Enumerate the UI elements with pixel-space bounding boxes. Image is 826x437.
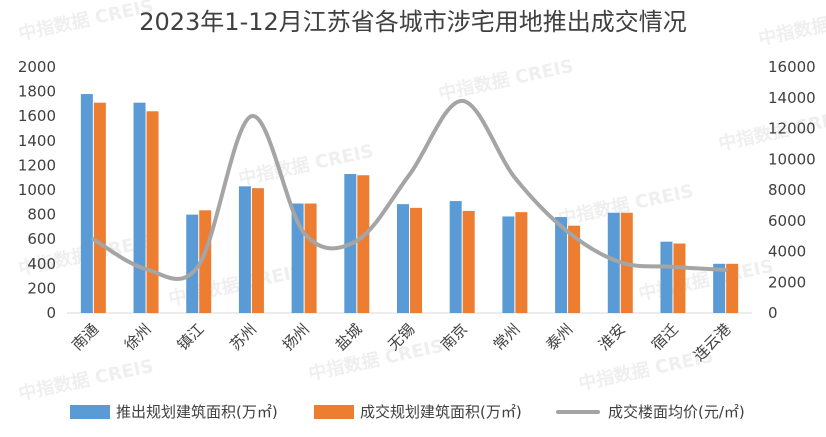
y-left-tick-label: 1600 xyxy=(18,107,56,125)
bar-transacted xyxy=(515,212,528,313)
y-left-tick-label: 200 xyxy=(27,279,56,297)
y-right-tick-label: 16000 xyxy=(768,58,816,76)
watermark-text: 中指数据 CREIS xyxy=(16,355,155,405)
x-category-label: 扬州 xyxy=(279,320,313,354)
bar-transacted xyxy=(673,243,686,313)
legend-swatch-transacted xyxy=(314,405,354,419)
bar-launched xyxy=(186,214,199,313)
bar-layer xyxy=(80,94,739,313)
y-left-tick-label: 1800 xyxy=(18,83,56,101)
line-layer xyxy=(91,98,728,281)
legend: 推出规划建筑面积(万㎡) 成交规划建筑面积(万㎡) 成交楼面均价(元/㎡) xyxy=(70,403,745,421)
bar-transacted xyxy=(304,203,317,313)
price-point xyxy=(92,238,94,240)
bar-launched xyxy=(607,212,620,313)
bar-launched xyxy=(397,204,409,313)
x-category-label: 宿迁 xyxy=(648,320,682,354)
price-point xyxy=(145,268,147,270)
bar-transacted xyxy=(726,263,739,313)
bar-transacted xyxy=(462,210,475,313)
y-right-tick-label: 2000 xyxy=(768,273,806,291)
bar-launched xyxy=(555,217,568,313)
price-point xyxy=(303,232,305,234)
y-right-tick-label: 0 xyxy=(768,304,778,322)
y-left-tick-label: 0 xyxy=(46,304,56,322)
y-left-tick-label: 1400 xyxy=(18,132,56,150)
y-left-tick-label: 400 xyxy=(27,255,56,273)
legend-swatch-launched xyxy=(70,405,110,419)
bar-transacted xyxy=(357,175,370,313)
price-point xyxy=(250,115,252,117)
y-left-tick-label: 600 xyxy=(27,230,56,248)
y-axis-right: 0 2000 4000 6000 8000 10000 12000 14000 16000 xyxy=(768,58,816,322)
bar-launched xyxy=(502,216,515,313)
y-left-tick-label: 2000 xyxy=(18,58,56,76)
bar-launched xyxy=(80,94,93,313)
legend-label: 成交规划建筑面积(万㎡) xyxy=(360,403,522,421)
bar-transacted xyxy=(199,210,212,313)
bar-launched xyxy=(449,201,462,313)
price-point xyxy=(672,266,674,268)
y-right-tick-label: 6000 xyxy=(768,212,806,230)
bar-transacted xyxy=(410,207,422,313)
price-point xyxy=(461,100,463,102)
x-category-label: 泰州 xyxy=(542,320,576,354)
bar-transacted xyxy=(251,188,264,313)
x-category-label: 镇江 xyxy=(174,320,208,354)
legend-label: 推出规划建筑面积(万㎡) xyxy=(116,403,278,421)
bar-transacted xyxy=(93,102,106,313)
watermark-text: 中指数据 CREIS xyxy=(16,0,155,45)
price-point xyxy=(198,264,200,266)
x-category-label: 徐州 xyxy=(121,320,155,354)
x-category-label: 淮安 xyxy=(595,320,629,354)
y-left-tick-label: 800 xyxy=(27,206,56,224)
bar-launched xyxy=(713,263,726,313)
y-left-tick-label: 1000 xyxy=(18,181,56,199)
bar-launched xyxy=(660,241,673,313)
y-right-tick-label: 4000 xyxy=(768,243,806,261)
x-category-label: 南通 xyxy=(68,320,102,354)
price-line xyxy=(91,98,728,281)
price-point xyxy=(409,174,410,176)
price-point xyxy=(356,240,358,242)
y-right-tick-label: 14000 xyxy=(768,89,816,107)
x-category-label: 苏州 xyxy=(226,320,260,354)
x-category-label: 常州 xyxy=(490,320,524,354)
legend-label: 成交楼面均价(元/㎡) xyxy=(608,403,745,421)
price-point xyxy=(619,261,621,263)
watermark-text: 中指数据 CREIS xyxy=(636,255,775,305)
watermark-text: 中指数据 CREIS xyxy=(306,335,445,385)
chart-title: 2023年1-12月江苏省各城市涉宅用地推出成交情况 xyxy=(139,8,687,36)
y-axis-left: 0 200 400 600 800 1000 1200 1400 1600 1800 2000 xyxy=(18,58,56,322)
y-right-tick-label: 10000 xyxy=(768,150,816,168)
bar-transacted xyxy=(568,225,581,313)
bar-transacted xyxy=(146,111,159,313)
bar-launched xyxy=(133,102,146,313)
bar-launched xyxy=(238,186,251,313)
price-point xyxy=(567,231,569,233)
y-left-tick-label: 1200 xyxy=(18,156,56,174)
watermark-text: 中指数据 CREIS xyxy=(436,55,575,105)
y-right-tick-label: 12000 xyxy=(768,120,816,138)
y-right-tick-label: 8000 xyxy=(768,181,806,199)
x-category-label: 盐城 xyxy=(332,320,366,354)
watermark-text: 中指数据 CREIS xyxy=(756,0,826,50)
price-point xyxy=(514,177,516,179)
price-point xyxy=(725,269,727,271)
